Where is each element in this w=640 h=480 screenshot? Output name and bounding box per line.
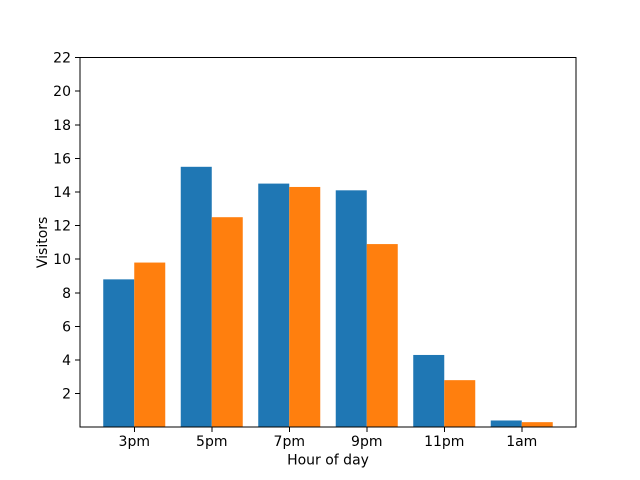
x-tick-label-1am: 1am <box>506 434 537 450</box>
x-tick-label-11pm: 11pm <box>424 434 464 450</box>
x-tick-label-3pm: 3pm <box>119 434 150 450</box>
y-tick-label-4: 4 <box>62 353 71 369</box>
x-tick-label-5pm: 5pm <box>196 434 227 450</box>
x-tick-label-9pm: 9pm <box>351 434 382 450</box>
bar-orange-5pm <box>211 217 243 428</box>
bar-orange-1am <box>521 422 553 428</box>
bar-orange-9pm <box>366 244 398 428</box>
y-tick-label-12: 12 <box>53 219 71 235</box>
y-tick-label-8: 8 <box>62 286 71 302</box>
y-axis-label: Visitors <box>35 217 51 268</box>
y-tick-label-20: 20 <box>53 84 71 100</box>
bar-blue-5pm <box>180 166 212 428</box>
y-tick-label-18: 18 <box>53 118 71 134</box>
bar-blue-11pm <box>413 354 445 428</box>
y-tick-label-10: 10 <box>53 252 71 268</box>
y-tick-label-16: 16 <box>53 151 71 167</box>
y-tick-label-22: 22 <box>53 51 71 67</box>
bar-blue-3pm <box>103 279 135 428</box>
y-tick-label-2: 2 <box>62 387 71 403</box>
bar-blue-1am <box>490 420 522 428</box>
bar-orange-3pm <box>134 262 166 428</box>
bar-blue-9pm <box>335 190 367 428</box>
x-tick-label-7pm: 7pm <box>274 434 305 450</box>
bar-orange-7pm <box>289 186 321 428</box>
x-axis-label: Hour of day <box>287 453 369 469</box>
bar-blue-7pm <box>258 183 290 428</box>
bar-orange-11pm <box>444 380 476 428</box>
y-tick-label-6: 6 <box>62 319 71 335</box>
y-tick-label-14: 14 <box>53 185 71 201</box>
plot-frame <box>79 57 577 428</box>
